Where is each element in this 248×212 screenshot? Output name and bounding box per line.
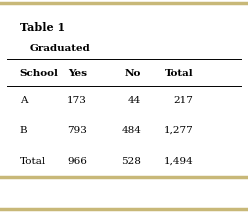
Text: 484: 484 (122, 126, 141, 135)
Text: Table 1: Table 1 (20, 22, 65, 33)
Text: 966: 966 (67, 157, 87, 166)
Text: Total: Total (20, 157, 46, 166)
Text: A: A (20, 96, 27, 105)
Text: Total: Total (165, 69, 193, 78)
Text: B: B (20, 126, 28, 135)
Text: 528: 528 (122, 157, 141, 166)
Text: 217: 217 (174, 96, 193, 105)
Text: 173: 173 (67, 96, 87, 105)
Text: Graduated: Graduated (30, 44, 91, 53)
Text: School: School (20, 69, 59, 78)
Text: 1,277: 1,277 (164, 126, 193, 135)
Text: No: No (125, 69, 141, 78)
Text: Yes: Yes (68, 69, 87, 78)
Text: 44: 44 (128, 96, 141, 105)
Text: 1,494: 1,494 (164, 157, 193, 166)
Text: 793: 793 (67, 126, 87, 135)
